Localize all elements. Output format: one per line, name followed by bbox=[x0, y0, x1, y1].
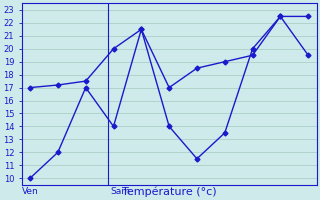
Text: Ven: Ven bbox=[22, 187, 38, 196]
Text: Sam: Sam bbox=[111, 187, 131, 196]
X-axis label: Température (°c): Température (°c) bbox=[122, 186, 216, 197]
